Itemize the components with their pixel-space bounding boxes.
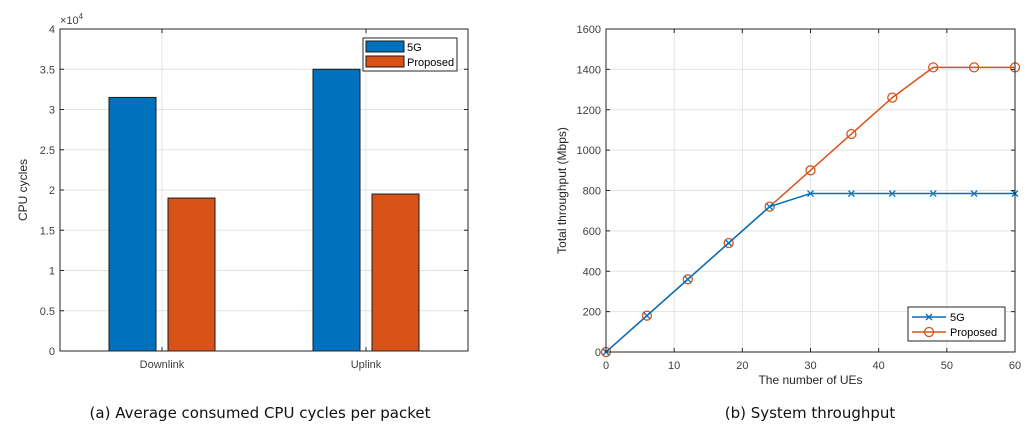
legend-label: 5G bbox=[407, 42, 422, 54]
ticks: 0 200 400 600 800 1000 1200 1400 1600 0 10 20 30 40 50… bbox=[577, 24, 1022, 372]
y-tick-label: 800 bbox=[583, 186, 601, 198]
bar-proposed-downlink bbox=[167, 197, 216, 352]
y-tick-label: 0.5 bbox=[40, 306, 55, 318]
exponent-base: ×10 bbox=[60, 15, 79, 27]
y-tick-label: 2 bbox=[49, 185, 55, 197]
x-tick-label: 20 bbox=[736, 360, 748, 372]
legend-label: Proposed bbox=[950, 327, 997, 339]
data-point-proposed bbox=[641, 310, 653, 321]
legend-box bbox=[907, 306, 1006, 342]
y-tick-label: 0 bbox=[595, 347, 601, 359]
y-tick-label: 3 bbox=[49, 105, 55, 117]
bar-5g-downlink bbox=[108, 96, 157, 352]
throughput-line-chart: 0 200 400 600 800 1000 1200 1400 1600 0 10 20 30 40 50… bbox=[555, 24, 1021, 422]
y-tick-label: 2.5 bbox=[40, 145, 55, 157]
data-point-proposed bbox=[968, 62, 980, 73]
data-point-proposed bbox=[887, 92, 898, 103]
x-tick-label: Downlink bbox=[140, 359, 185, 371]
caption: (b) System throughput bbox=[725, 404, 896, 422]
legend: 5G Proposed bbox=[907, 306, 1006, 342]
caption: (a) Average consumed CPU cycles per pack… bbox=[90, 404, 431, 422]
y-axis-label: Total throughput (Mbps) bbox=[555, 127, 569, 254]
y-tick-label: 600 bbox=[583, 226, 601, 238]
bars bbox=[108, 68, 420, 352]
data-point-5g bbox=[970, 190, 978, 197]
legend-label: 5G bbox=[950, 312, 965, 324]
y-tick-label: 1.5 bbox=[40, 225, 55, 237]
y-axis-label: CPU cycles bbox=[16, 159, 30, 221]
grid bbox=[606, 29, 1015, 352]
data-point-5g bbox=[725, 239, 733, 247]
data-point-proposed bbox=[928, 62, 939, 73]
data-point-5g bbox=[684, 275, 692, 283]
data-point-5g bbox=[807, 190, 814, 197]
data-point-proposed bbox=[846, 128, 857, 140]
data-point-proposed bbox=[682, 274, 693, 285]
data-point-5g bbox=[766, 203, 774, 211]
ticks: 0 0.5 1 1.5 2 2.5 3 3.5 4 Downlink Uplink bbox=[40, 24, 468, 371]
series-lines bbox=[600, 62, 1021, 358]
x-axis-label: The number of UEs bbox=[758, 373, 862, 387]
x-tick-label: 60 bbox=[1009, 360, 1021, 372]
legend-label: Proposed bbox=[407, 57, 454, 69]
x-tick-label: Uplink bbox=[351, 359, 382, 371]
data-point-proposed bbox=[805, 165, 816, 176]
bar-5g-uplink bbox=[312, 68, 361, 352]
data-point-5g bbox=[929, 190, 937, 197]
x-tick-label: 0 bbox=[603, 360, 609, 372]
legend-marker-proposed bbox=[923, 326, 935, 338]
legend: 5G Proposed bbox=[362, 37, 458, 72]
bar-proposed-uplink bbox=[371, 193, 420, 352]
y-tick-label: 3.5 bbox=[40, 64, 55, 76]
data-point-5g bbox=[888, 190, 896, 197]
data-point-proposed bbox=[764, 201, 775, 212]
y-tick-label: 1 bbox=[49, 266, 55, 278]
y-tick-label: 400 bbox=[583, 266, 601, 278]
y-tick-label: 1200 bbox=[577, 105, 601, 117]
legend-swatch-5g bbox=[365, 40, 405, 53]
data-point-proposed bbox=[723, 237, 734, 249]
y-tick-label: 1600 bbox=[577, 24, 601, 36]
x-tick-label: 50 bbox=[941, 360, 953, 372]
legend-marker-5g bbox=[925, 313, 933, 321]
y-tick-label: 1000 bbox=[577, 145, 601, 157]
exponent-power: 4 bbox=[79, 12, 84, 21]
y-tick-label: 4 bbox=[49, 24, 55, 36]
y-tick-label: 0 bbox=[49, 346, 55, 358]
legend-swatch-proposed bbox=[365, 55, 405, 68]
x-tick-label: 10 bbox=[668, 360, 680, 372]
y-tick-label: 200 bbox=[583, 307, 601, 319]
data-point-5g bbox=[847, 190, 855, 197]
y-exponent-label: ×104 bbox=[60, 12, 84, 27]
x-tick-label: 30 bbox=[804, 360, 816, 372]
data-point-5g bbox=[643, 312, 651, 320]
y-tick-label: 1400 bbox=[577, 64, 601, 76]
x-tick-label: 40 bbox=[873, 360, 885, 372]
